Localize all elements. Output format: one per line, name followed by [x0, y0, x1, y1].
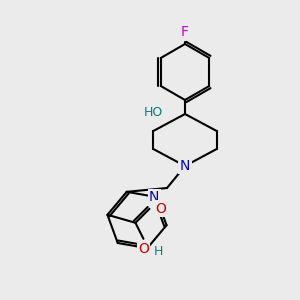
- Text: O: O: [138, 242, 149, 256]
- Text: HO: HO: [144, 106, 163, 118]
- Text: N: N: [149, 190, 160, 204]
- Text: N: N: [180, 159, 190, 173]
- Text: O: O: [155, 202, 166, 216]
- Text: F: F: [181, 25, 189, 39]
- Text: H: H: [154, 245, 163, 258]
